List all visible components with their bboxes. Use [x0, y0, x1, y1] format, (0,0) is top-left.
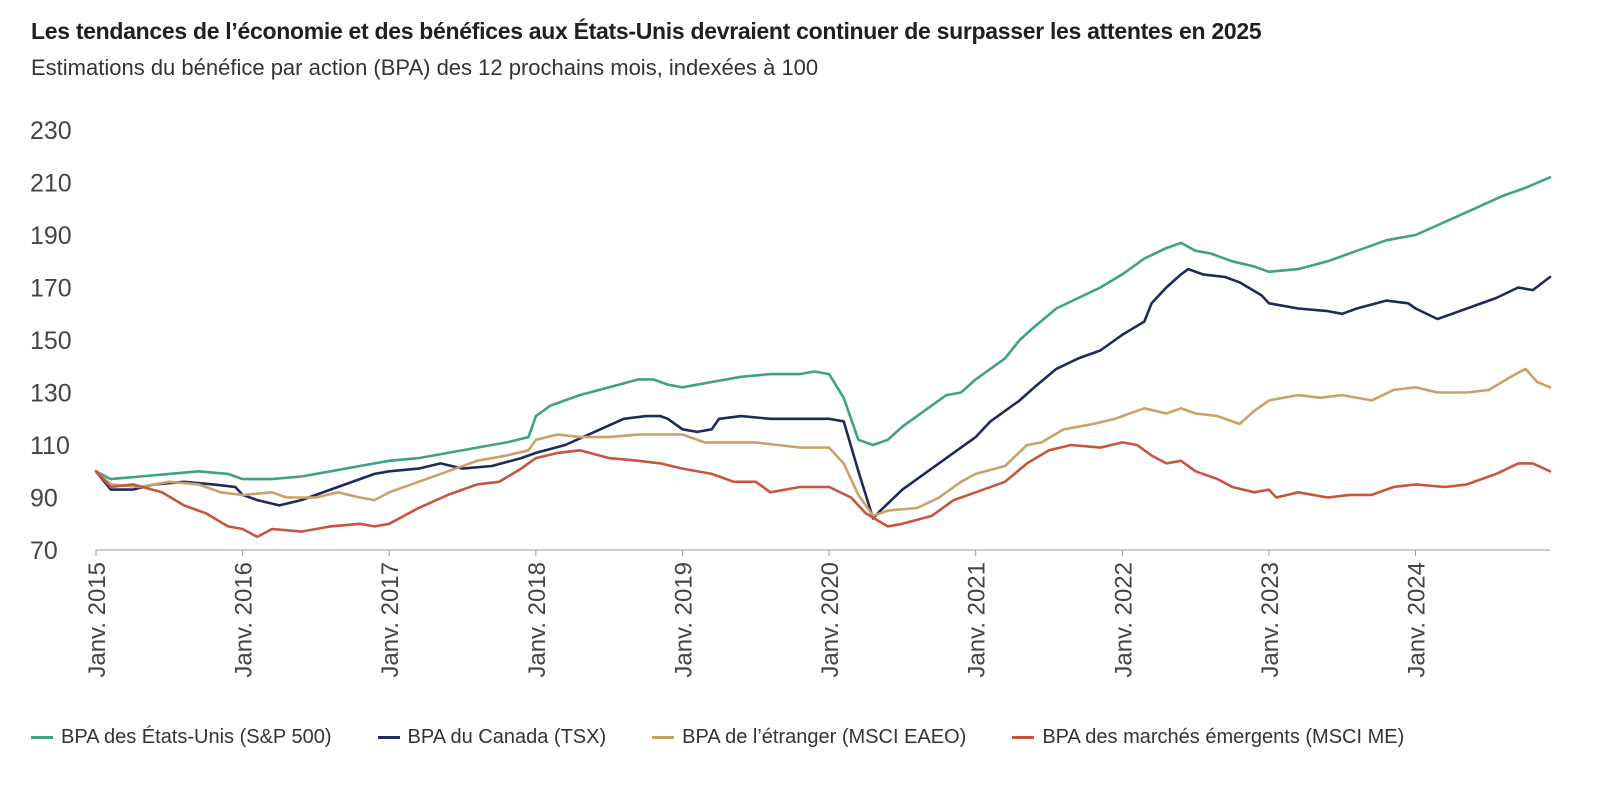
y-tick-label: 130 [30, 380, 72, 408]
legend-label: BPA des marchés émergents (MSCI ME) [1042, 726, 1405, 748]
chart-legend: BPA des États-Unis (S&P 500) BPA du Canad… [31, 726, 1404, 749]
legend-swatch [31, 736, 53, 739]
y-tick-label: 170 [30, 275, 72, 303]
y-tick-label: 190 [30, 222, 72, 250]
x-tick-label: Janv. 2024 [1404, 562, 1431, 678]
x-tick-label: Janv. 2023 [1257, 562, 1284, 678]
legend-item-1: BPA des États-Unis (S&P 500) [31, 726, 332, 749]
x-tick-label: Janv. 2019 [670, 562, 697, 678]
chart-subtitle: Estimations du bénéfice par action (BPA)… [31, 55, 819, 80]
legend-item-2: BPA du Canada (TSX) [377, 726, 607, 749]
series-line-4 [94, 441, 1552, 539]
y-tick-label: 150 [30, 327, 72, 355]
y-tick-label: 230 [30, 117, 72, 145]
series-line-3 [94, 367, 1552, 518]
x-tick-label: Janv. 2022 [1110, 562, 1137, 678]
y-tick-label: 90 [30, 485, 58, 513]
x-tick-label: Janv. 2021 [964, 562, 991, 678]
y-tick-label: 210 [30, 170, 72, 198]
x-tick-label: Janv. 2020 [817, 562, 844, 678]
x-tick-label: Janv. 2018 [524, 562, 551, 678]
legend-item-3: BPA de l’étranger (MSCI EAEO) [652, 726, 966, 749]
x-tick-label: Janv. 2017 [377, 562, 404, 678]
x-tick-label: Janv. 2015 [84, 562, 111, 678]
legend-swatch [377, 736, 400, 739]
x-tick-label: Janv. 2016 [231, 562, 258, 678]
series-line-2 [94, 267, 1552, 520]
chart-title: Les tendances de l’économie et des bénéf… [31, 18, 1262, 44]
y-tick-label: 70 [30, 537, 58, 565]
legend-item-4: BPA des marchés émergents (MSCI ME) [1012, 726, 1404, 749]
legend-swatch [652, 736, 675, 739]
legend-swatch [1012, 736, 1035, 739]
legend-label: BPA du Canada (TSX) [407, 726, 607, 748]
y-tick-label: 110 [30, 432, 70, 460]
legend-label: BPA de l’étranger (MSCI EAEO) [682, 726, 967, 748]
series-line-1 [94, 176, 1552, 481]
legend-label: BPA des États-Unis (S&P 500) [61, 726, 332, 748]
